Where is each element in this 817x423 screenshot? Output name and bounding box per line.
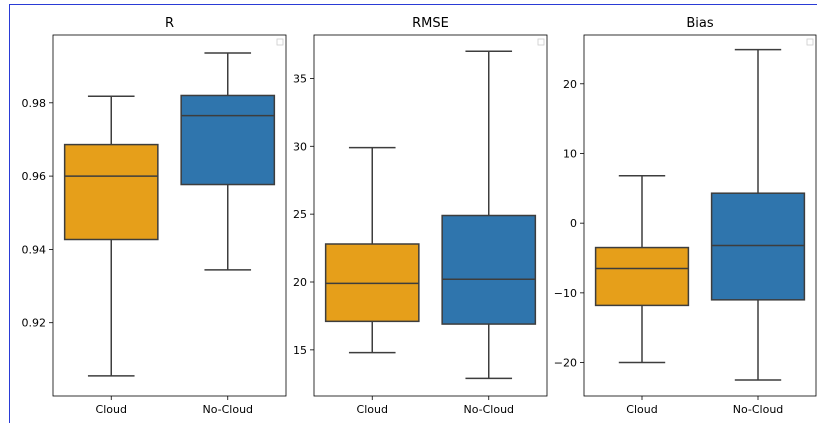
x-tick-label: Cloud — [96, 403, 127, 416]
x-tick-label: No-Cloud — [463, 403, 514, 416]
chart-title: RMSE — [412, 16, 449, 31]
box-cloud — [594, 246, 690, 307]
x-tick-label: No-Cloud — [202, 403, 253, 416]
x-tick-label: Cloud — [626, 403, 657, 416]
figure-frame — [9, 4, 817, 423]
box-cloud — [63, 143, 159, 241]
x-tick-label: Cloud — [357, 403, 388, 416]
y-tick-label: −10 — [554, 287, 577, 300]
box-no-cloud — [441, 214, 537, 325]
axes-frame — [52, 34, 287, 397]
axes-frame — [313, 34, 548, 397]
y-tick-label: 10 — [563, 147, 577, 160]
legend-box — [276, 38, 284, 46]
y-tick-label: 20 — [293, 276, 307, 289]
y-tick-label: −20 — [554, 357, 577, 370]
x-tick-label: No-Cloud — [733, 403, 784, 416]
box-no-cloud — [180, 94, 276, 186]
y-tick-label: 0.94 — [22, 243, 47, 256]
chart-title: Bias — [686, 16, 713, 31]
y-tick-label: 0.98 — [22, 97, 47, 110]
y-tick-label: 25 — [293, 208, 307, 221]
y-tick-label: 0.92 — [22, 317, 47, 330]
chart-title: R — [165, 16, 174, 31]
y-tick-label: 20 — [563, 78, 577, 91]
legend-box — [537, 38, 545, 46]
y-tick-label: 30 — [293, 140, 307, 153]
box-no-cloud — [710, 192, 806, 301]
legend-box — [806, 38, 814, 46]
y-tick-label: 15 — [293, 344, 307, 357]
y-tick-label: 35 — [293, 72, 307, 85]
y-tick-label: 0.96 — [22, 170, 47, 183]
y-tick-label: 0 — [570, 217, 577, 230]
axes-frame — [583, 34, 817, 397]
